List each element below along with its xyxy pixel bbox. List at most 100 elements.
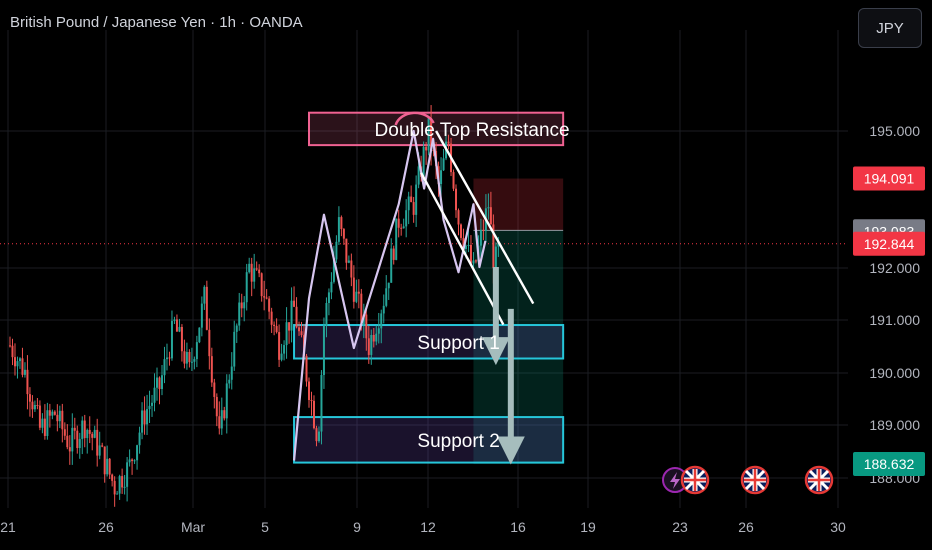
candle-body [233,331,236,367]
candle-body [141,410,144,433]
candle-body [367,338,370,355]
candle-body [168,357,171,359]
candle-body [160,375,163,389]
candle-body [415,184,418,215]
candle-body [210,356,213,383]
candle-body [136,445,139,461]
candle-body [121,476,124,488]
candle-body [405,210,408,227]
candle-body [188,352,191,363]
candle-body [220,410,223,429]
candle-body [268,298,271,312]
candle-body [131,459,134,462]
candle-body [320,374,323,432]
candle-body [300,331,303,336]
candle-body [91,433,94,438]
uk-flag-icon[interactable] [740,465,770,495]
candle-body [23,369,26,375]
candle-body [442,158,445,171]
candle-body [63,429,66,436]
candle-body [305,355,308,382]
candle-body [228,379,231,384]
candle-body [173,319,176,321]
candle-body [43,418,46,436]
candle-body [385,288,388,306]
candle-body [447,141,450,144]
x-tick-label: 30 [830,519,846,535]
candle-body [185,352,188,364]
double-top-pattern-lines [292,111,535,461]
candle-body [235,325,238,332]
candle-body [295,306,298,328]
zone-label-1: Double Top Resistance [375,120,570,141]
candle-body [245,272,248,303]
candle-body [68,447,71,452]
candle-body [322,325,325,375]
candle-body [380,313,383,329]
uk-flag-icon[interactable] [804,465,834,495]
candle-body [370,334,373,355]
candle-body [457,210,460,225]
candle-body [387,282,390,289]
candle-body [345,238,348,263]
channel-line-2 [420,172,505,326]
economic-events [662,465,834,495]
candle-body [18,358,21,362]
candle-body [474,260,477,262]
candle-body [315,428,318,442]
candle-body [165,357,168,360]
candle-body [53,411,56,415]
candle-body [422,146,425,177]
candle-body [28,394,31,402]
lightning-icon[interactable] [662,467,688,493]
price-label-194.091: 194.091 [864,171,915,187]
x-tick-label: 19 [580,519,596,535]
x-tick-label: 23 [672,519,688,535]
candle-body [183,351,186,364]
candle-body [278,332,281,360]
candle-body [417,166,420,185]
candle-body [464,245,467,250]
candle-body [78,439,81,449]
price-label-bg [853,166,925,191]
candle-body [298,327,301,332]
candle-body [58,410,61,422]
candle-body [317,431,320,442]
x-tick-label: 12 [420,519,436,535]
time-axis: 21 26 Mar 5 9 12 16 19 23 26 30 [0,519,846,535]
candle-body [290,300,293,331]
candle-body [198,327,201,343]
candle-body [330,281,333,293]
candle-body [425,146,428,151]
candle-body [397,218,400,228]
x-tick-label: 9 [353,519,361,535]
chart-grid [0,30,848,508]
candle-body [372,334,375,342]
candle-body [365,314,368,339]
candle-body [36,404,39,406]
candle-body [494,246,497,269]
target-arrows [481,266,525,465]
candle-body [118,476,121,494]
candle-body [332,259,335,282]
x-tick-label: 21 [0,519,16,535]
zone-labels: Double Top Resistance Support 1 Support 2 [375,120,570,452]
candle-body [148,405,151,410]
price-axis: 195.000192.000191.000190.000189.000188.0… [853,123,925,486]
candle-body [88,429,91,434]
uk-flag-icon[interactable] [680,465,710,495]
candle-body [93,429,96,438]
candle-body [248,263,251,273]
candle-body [270,311,273,325]
x-tick-label: Mar [181,519,205,535]
candle-body [225,383,228,419]
candle-body [240,302,243,309]
candle-body [21,358,24,375]
currency-button[interactable]: JPY [858,8,922,48]
zone-box-1 [308,111,565,147]
candle-body [487,207,490,209]
candle-body [280,353,283,360]
candle-body [402,226,405,229]
candle-body [51,411,54,416]
